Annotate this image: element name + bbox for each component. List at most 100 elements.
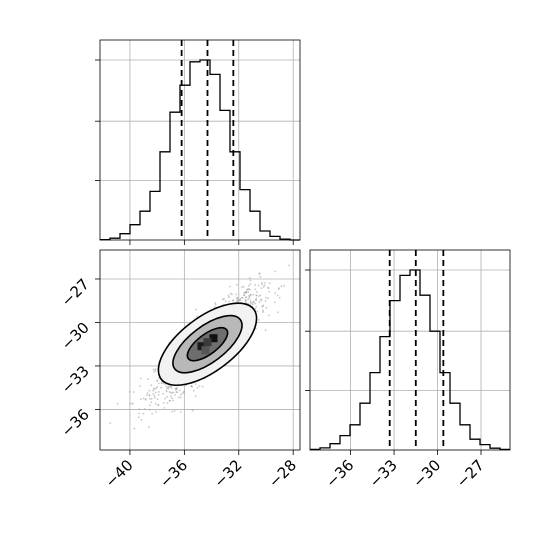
density-peak-cell: [201, 346, 210, 355]
density-point: [193, 389, 195, 392]
density-point: [157, 404, 160, 406]
hist-x-step-line: [100, 59, 300, 241]
density-ytick-label: −36: [58, 406, 93, 441]
hist-panel-x-frame: [99, 39, 301, 241]
hist-y-step-line: [310, 269, 510, 451]
density-point: [255, 294, 258, 297]
density-point: [248, 295, 251, 298]
density-point: [153, 371, 156, 373]
density-point: [252, 293, 255, 296]
density-point: [198, 385, 201, 387]
density-point: [274, 270, 277, 273]
density-point: [274, 301, 276, 304]
density-point: [261, 281, 263, 284]
density-point: [267, 287, 270, 289]
density-point: [166, 395, 168, 398]
density-point: [268, 290, 271, 293]
density-point: [239, 299, 242, 302]
density-point: [258, 273, 261, 275]
density-contours: [157, 302, 258, 387]
density-point: [268, 314, 270, 317]
density-point: [257, 284, 260, 287]
density-point: [254, 302, 257, 305]
density-point: [154, 369, 157, 372]
density-point: [153, 394, 156, 397]
density-point: [247, 284, 250, 287]
density-point: [191, 409, 194, 412]
density-point: [213, 306, 216, 308]
density-point: [169, 391, 172, 394]
density-point: [167, 387, 170, 390]
density-point: [154, 368, 157, 370]
density-point: [142, 397, 145, 400]
density-point: [172, 391, 175, 394]
density-ytick-label: −30: [58, 319, 93, 354]
density-point: [277, 311, 279, 314]
density-point: [145, 394, 148, 396]
density-panel: −40 −36 −32 −28 −27 −30 −33 −36: [58, 249, 301, 491]
density-point: [140, 398, 142, 400]
density-point: [262, 311, 264, 313]
density-point: [150, 384, 153, 387]
hist-panel-x: [95, 39, 301, 245]
density-point: [240, 286, 243, 289]
density-ytick-label: −33: [58, 362, 93, 397]
density-point: [249, 283, 252, 285]
density-point: [244, 299, 247, 301]
density-point: [151, 412, 154, 415]
density-point: [148, 394, 151, 397]
density-point: [243, 294, 246, 297]
density-point: [152, 387, 155, 390]
density-point: [196, 387, 199, 389]
density-point: [152, 368, 155, 371]
density-point: [138, 385, 141, 387]
density-point: [150, 397, 153, 400]
density-point: [171, 397, 173, 400]
density-xtick-label: −36: [156, 456, 191, 491]
density-point: [162, 402, 165, 404]
density-point: [181, 392, 184, 395]
density-point: [195, 308, 198, 311]
density-point: [163, 407, 166, 409]
density-point: [162, 382, 165, 385]
density-point: [244, 296, 247, 299]
density-point: [235, 293, 238, 296]
density-peak-cell: [203, 338, 212, 347]
density-point: [265, 297, 267, 299]
density-point: [170, 395, 172, 397]
density-point: [170, 386, 173, 389]
density-point: [274, 292, 277, 295]
density-xtick-label: −28: [265, 456, 300, 491]
density-point: [169, 385, 172, 388]
density-point: [131, 403, 134, 405]
density-point: [249, 301, 252, 304]
density-point: [142, 412, 145, 415]
density-point: [254, 307, 257, 310]
density-point: [250, 294, 252, 296]
density-point: [278, 297, 281, 299]
density-point: [241, 296, 244, 299]
density-point: [144, 398, 147, 401]
density-point: [156, 379, 159, 382]
density-point: [280, 285, 283, 288]
density-point: [148, 426, 150, 429]
hist-panel-x-grid: [100, 40, 300, 240]
density-point: [262, 285, 265, 288]
density-point: [190, 385, 193, 388]
density-point: [242, 285, 245, 288]
density-point: [155, 411, 158, 413]
hist-y-xtick-label: −30: [409, 456, 444, 491]
density-point: [227, 294, 230, 297]
density-point: [259, 294, 262, 297]
density-point: [214, 302, 217, 304]
density-point: [148, 389, 151, 392]
density-point: [171, 410, 174, 413]
density-point: [283, 284, 286, 287]
density-point: [179, 396, 182, 399]
density-point: [153, 396, 156, 399]
density-point: [143, 408, 146, 410]
density-point: [231, 293, 233, 296]
density-point: [232, 299, 235, 302]
density-point: [254, 284, 256, 286]
density-point: [247, 291, 250, 294]
